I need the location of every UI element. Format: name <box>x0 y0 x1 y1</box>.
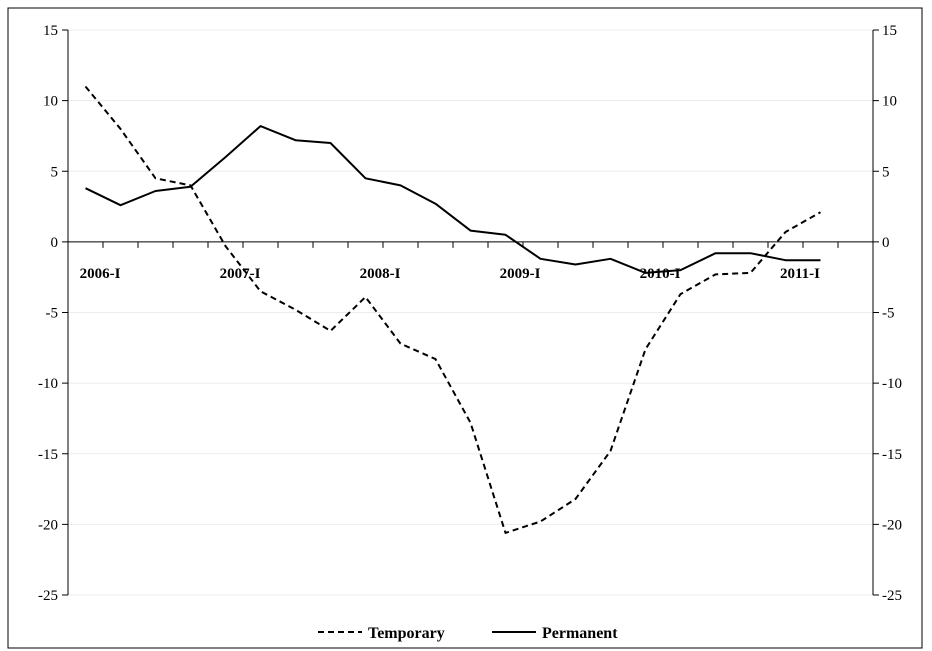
y-tick-label-right-5: -10 <box>882 376 902 392</box>
y-tick-label-left-0: 15 <box>43 23 58 39</box>
x-tick-label-4: 2007-I <box>220 266 261 282</box>
series-layer <box>84 85 821 534</box>
y-tick-label-right-8: -25 <box>882 588 902 604</box>
y-tick-label-right-2: 5 <box>882 164 890 180</box>
series-line-permanent <box>85 125 821 274</box>
y-tick-label-left-2: 5 <box>51 164 59 180</box>
x-tick-label-20: 2011-I <box>780 266 820 282</box>
series-line-temporary <box>84 85 821 534</box>
plot-frame <box>7 7 923 649</box>
x-tick-label-0: 2006-I <box>80 266 121 282</box>
y-tick-label-left-8: -25 <box>38 588 58 604</box>
y-tick-label-left-4: -5 <box>46 306 59 322</box>
axes-layer: 15 15 10 10 5 5 0 0 -5 -5 -10 -10 -15 -15 -20 -20 -25 -25… <box>38 23 902 604</box>
x-tick-label-12: 2009-I <box>500 266 541 282</box>
y-tick-label-left-7: -20 <box>38 517 58 533</box>
legend: Temporary Permanent <box>318 625 618 642</box>
y-tick-label-left-6: -15 <box>38 447 58 463</box>
y-tick-label-right-3: 0 <box>882 235 890 251</box>
y-tick-label-right-1: 10 <box>882 94 897 110</box>
y-tick-label-right-6: -15 <box>882 447 902 463</box>
legend-label-permanent: Permanent <box>542 625 618 642</box>
y-tick-label-right-4: -5 <box>882 306 895 322</box>
y-tick-label-right-7: -20 <box>882 517 902 533</box>
y-tick-label-left-3: 0 <box>51 235 59 251</box>
legend-label-temporary: Temporary <box>368 625 445 642</box>
x-tick-label-16: 2010-I <box>640 266 681 282</box>
y-tick-label-left-1: 10 <box>43 94 58 110</box>
x-tick-label-8: 2008-I <box>360 266 401 282</box>
grid-layer <box>68 29 873 596</box>
y-tick-label-left-5: -10 <box>38 376 58 392</box>
y-tick-label-right-0: 15 <box>882 23 897 39</box>
